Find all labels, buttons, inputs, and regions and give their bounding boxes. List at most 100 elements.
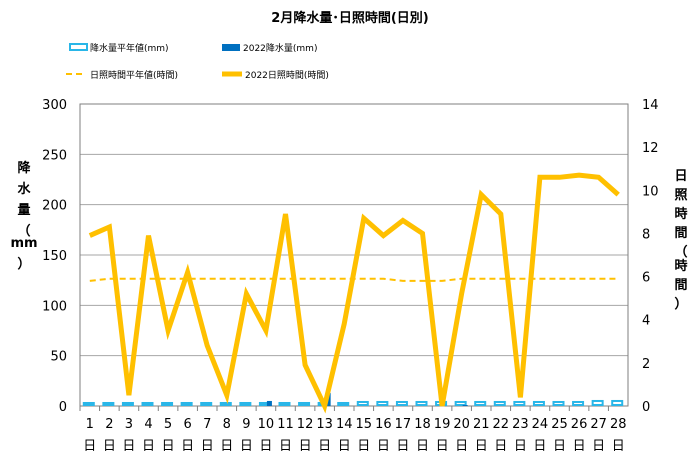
x-tick-suffix: 日 [299, 439, 312, 454]
bar-normal-precip [493, 400, 506, 407]
bar-normal-precip [356, 400, 369, 407]
bar-normal-precip [572, 400, 585, 407]
bar-normal-precip [395, 400, 408, 407]
x-tick-suffix: 日 [142, 439, 155, 454]
x-tick-suffix: 日 [318, 439, 331, 454]
right-axis-title-char: 照 [674, 188, 687, 203]
left-axis-title-char: ） [17, 256, 30, 272]
bar-normal-precip [552, 400, 565, 407]
left-axis-title: 降水量 （mm ） [10, 160, 37, 272]
x-tick-label: 4 [144, 417, 152, 432]
legend: 降水量平年値(mm) 2022降水量(mm) 日照時間平年値(時間) 2022日照時間… [66, 42, 329, 81]
x-tick-label: 22 [493, 417, 510, 432]
x-tick-label: 3 [125, 417, 133, 432]
x-tick-suffix: 日 [494, 439, 507, 454]
right-axis-title-char: 時 [674, 206, 687, 222]
x-tick-label: 14 [336, 417, 353, 432]
bar-normal-precip [337, 401, 350, 406]
left-tick-label: 0 [59, 400, 67, 415]
right-axis-title-char: （ [674, 244, 687, 260]
left-tick-label: 250 [42, 148, 67, 163]
x-tick-label: 16 [375, 417, 392, 432]
x-tick-suffix: 日 [201, 439, 214, 454]
bar-normal-precip [591, 399, 604, 406]
x-tick-label: 27 [590, 417, 607, 432]
x-tick-suffix: 日 [592, 439, 605, 454]
x-tick-label: 28 [610, 417, 627, 432]
legend-label-normal-precip: 降水量平年値(mm) [90, 42, 169, 54]
bar-normal-precip [161, 401, 174, 406]
bar-normal-precip [219, 401, 232, 406]
x-tick-label: 26 [571, 417, 588, 432]
x-tick-label: 23 [512, 417, 529, 432]
bar-normal-precip [415, 400, 428, 407]
x-tick-label: 7 [203, 417, 211, 432]
x-tick-suffix: 日 [573, 439, 586, 454]
x-tick-suffix: 日 [122, 439, 135, 454]
left-tick-label: 150 [42, 249, 67, 264]
x-tick-label: 11 [277, 417, 294, 432]
x-tick-suffix: 日 [377, 439, 390, 454]
x-tick-label: 13 [316, 417, 333, 432]
x-tick-label: 12 [297, 417, 314, 432]
x-tick-suffix: 日 [220, 439, 233, 454]
right-tick-label: 6 [642, 271, 650, 286]
legend-swatch-2022-precip [222, 44, 240, 51]
x-tick-label: 9 [242, 417, 250, 432]
bar-2022-precip [462, 404, 468, 406]
right-tick-label: 10 [642, 184, 659, 199]
x-tick-suffix: 日 [103, 439, 116, 454]
right-tick-label: 0 [642, 400, 650, 415]
x-tick-label: 8 [223, 417, 231, 432]
bar-2022-precip [266, 400, 272, 406]
left-axis-ticks: 0 50 100 150 200 250 300 [42, 98, 67, 415]
bar-normal-precip [200, 401, 213, 406]
x-tick-label: 25 [551, 417, 568, 432]
bar-normal-precip [180, 401, 193, 406]
lines [88, 172, 620, 414]
x-tick-suffix: 日 [396, 439, 409, 454]
left-tick-label: 200 [42, 199, 67, 214]
right-tick-label: 4 [642, 314, 650, 329]
legend-swatch-normal-precip [69, 43, 88, 51]
x-tick-label: 24 [532, 417, 549, 432]
x-tick-suffix: 日 [553, 439, 566, 454]
x-tick-label: 20 [453, 417, 470, 432]
x-tick-suffix: 日 [416, 439, 429, 454]
left-axis-title-char: 量 [17, 203, 30, 218]
bar-normal-precip [102, 401, 115, 406]
legend-label-2022-sunshine: 2022日照時間(時間) [245, 70, 329, 81]
bar-normal-precip [611, 399, 624, 406]
x-tick-suffix: 日 [240, 439, 253, 454]
left-tick-label: 300 [42, 98, 67, 113]
x-tick-label: 5 [164, 417, 172, 432]
bar-normal-precip [513, 400, 526, 407]
bar-normal-precip [141, 401, 154, 406]
bar-normal-precip [298, 401, 311, 406]
right-tick-label: 8 [642, 227, 650, 242]
right-tick-label: 12 [642, 141, 659, 156]
bar-normal-precip [454, 400, 467, 407]
left-tick-label: 50 [50, 350, 67, 365]
left-axis-title-char: 水 [17, 181, 31, 197]
right-axis-title-char: 間 [674, 278, 687, 293]
x-tick-label: 10 [258, 417, 275, 432]
left-axis-title-char: mm [10, 236, 37, 251]
x-tick-suffix: 日 [83, 439, 96, 454]
left-axis-title-char: 降 [17, 160, 31, 176]
bar-normal-precip [121, 401, 134, 406]
legend-label-normal-sunshine: 日照時間平年値(時間) [90, 69, 178, 81]
gridlines [80, 103, 628, 357]
left-tick-label: 100 [42, 299, 67, 314]
right-axis-ticks: 0 2 4 6 8 10 12 14 [642, 98, 659, 415]
x-tick-suffix: 日 [475, 439, 488, 454]
x-tick-suffix: 日 [533, 439, 546, 454]
left-axis-title-char: （ [17, 223, 30, 239]
x-tick-label: 21 [473, 417, 490, 432]
x-tick-label: 6 [184, 417, 192, 432]
line-2022-sunshine [88, 172, 620, 414]
x-tick-suffix: 日 [612, 439, 625, 454]
bar-normal-precip [278, 401, 291, 406]
x-tick-suffix: 日 [338, 439, 351, 454]
x-tick-suffix: 日 [514, 439, 527, 454]
